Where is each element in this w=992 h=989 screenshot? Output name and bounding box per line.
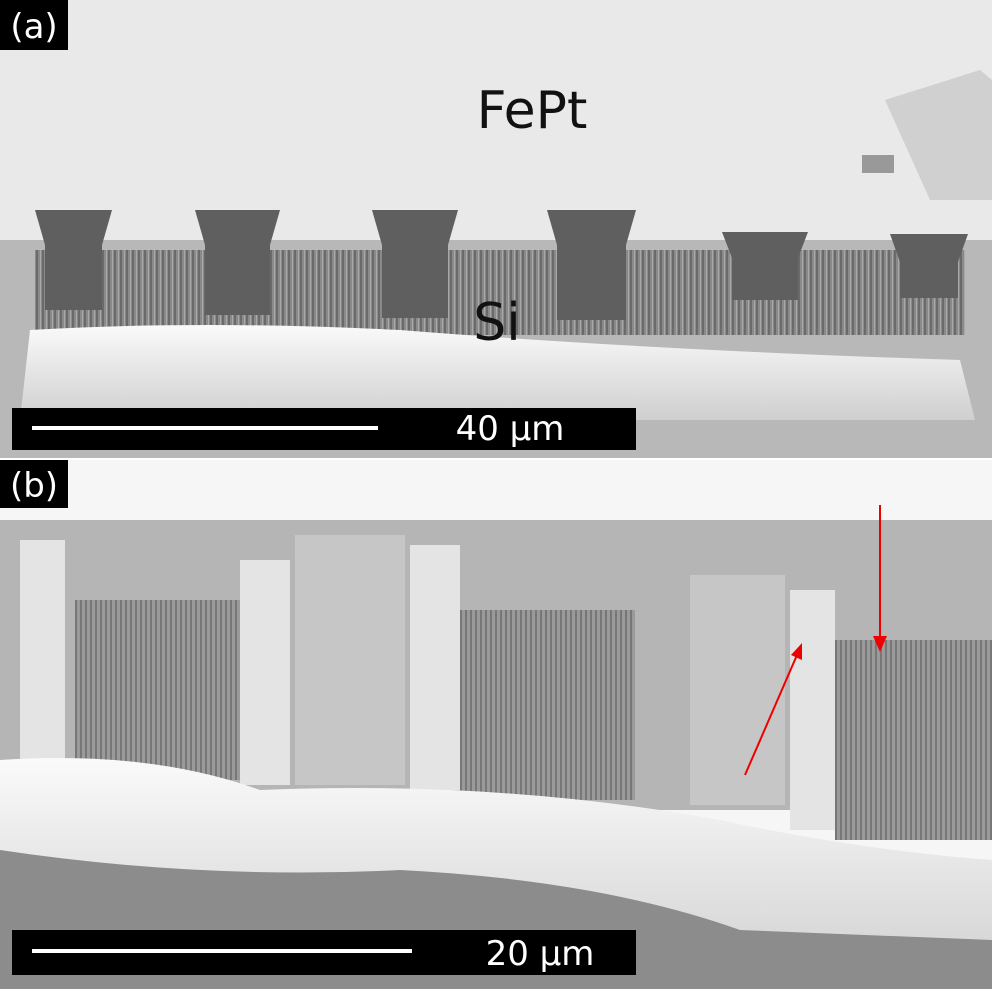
- trenches: [35, 210, 968, 320]
- si-pillars: [35, 250, 965, 335]
- marker: [862, 155, 894, 173]
- annotation: Si: [473, 293, 520, 353]
- panel-label-box: [0, 0, 68, 50]
- panel-label-box: [0, 460, 68, 508]
- annotation: FePt: [477, 81, 588, 141]
- arrowhead: [873, 636, 887, 652]
- pillar: [460, 610, 635, 800]
- panel-label: (a): [10, 7, 57, 47]
- panel-label: (b): [10, 466, 58, 506]
- panel-a: FePt Si 40 μm (a): [0, 0, 992, 458]
- scale-bar-label: 20 μm: [486, 934, 595, 974]
- arrowhead: [791, 643, 802, 660]
- scale-bar-label: 40 μm: [456, 409, 565, 449]
- flake: [885, 70, 992, 200]
- walls: [20, 535, 835, 830]
- panel-b: 20 μm (b): [0, 460, 992, 989]
- debris: [20, 325, 975, 420]
- pillar: [835, 640, 992, 840]
- arrow: [744, 654, 798, 776]
- pillar: [75, 600, 240, 780]
